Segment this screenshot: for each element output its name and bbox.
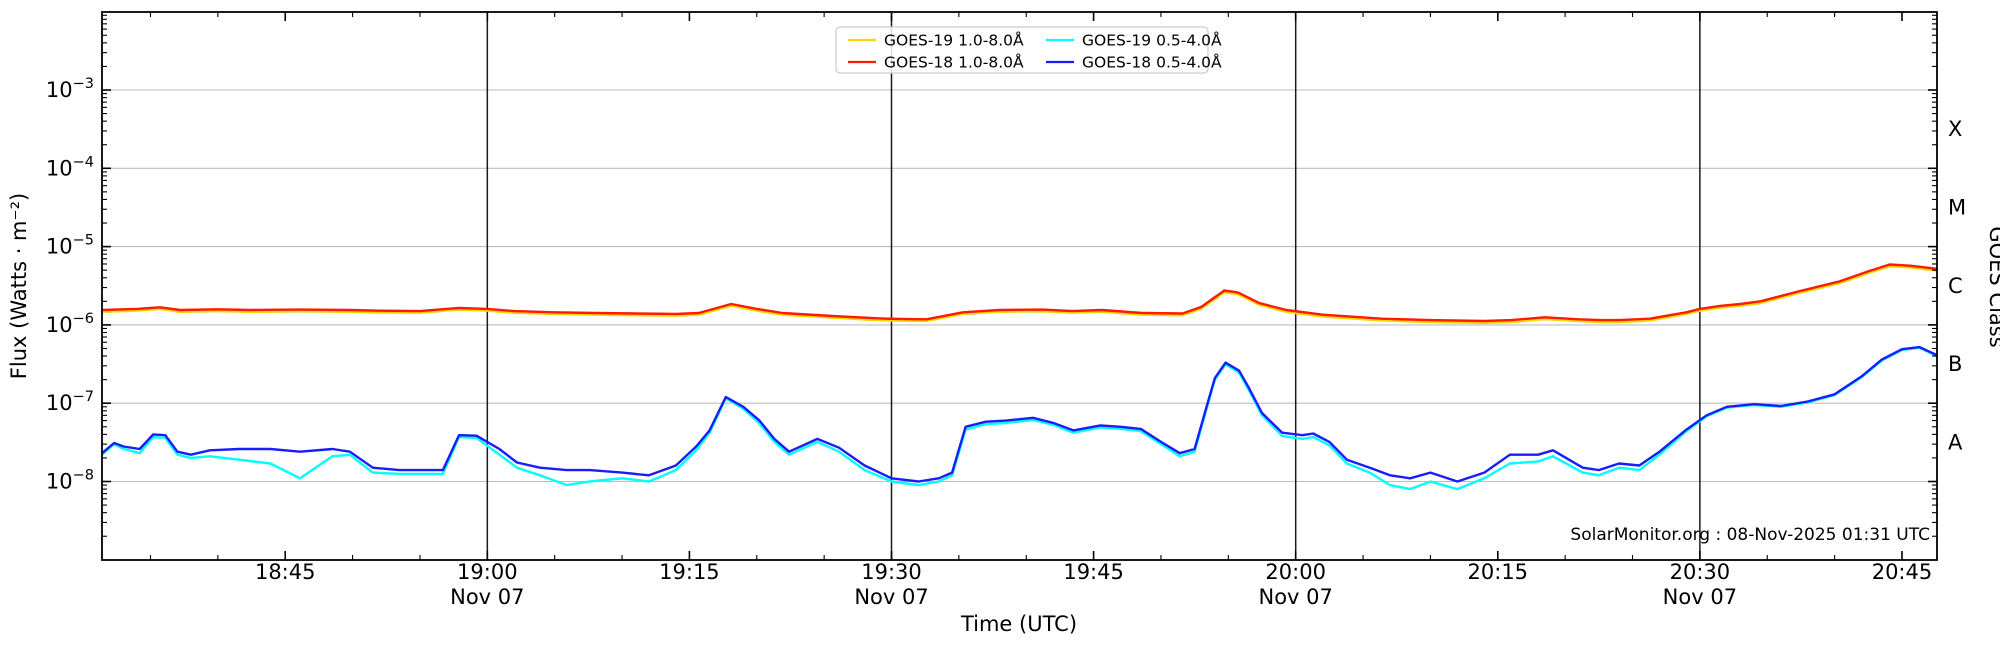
x-tick-date-label: Nov 07 [1258, 585, 1332, 609]
x-tick-label: 20:00 [1265, 560, 1326, 584]
legend-label: GOES-19 0.5-4.0Å [1082, 31, 1222, 50]
x-tick-date-label: Nov 07 [450, 585, 524, 609]
x-tick-label: 19:45 [1063, 560, 1124, 584]
x-tick-date-label: Nov 07 [854, 585, 928, 609]
y-tick-label: 10−4 [46, 154, 94, 180]
time-marker-lines [486, 12, 1701, 560]
x-tick-label: 20:15 [1468, 560, 1529, 584]
x-tick-label: 20:45 [1872, 560, 1933, 584]
y-axis-title: Flux (Watts · m⁻²) [7, 193, 31, 379]
series-curve-goes-18-0-5-4-0- [102, 345, 1937, 483]
series-curve-goes-18-1-0-8-0- [102, 263, 1937, 323]
x-tick-label: 18:45 [255, 560, 316, 584]
x-axis-title: Time (UTC) [960, 612, 1077, 636]
gridlines [102, 89, 1937, 483]
axis-ticks [102, 12, 1937, 560]
source-timestamp-annotation: SolarMonitor.org : 08-Nov-2025 01:31 UTC [1570, 525, 1930, 545]
legend-label: GOES-18 1.0-8.0Å [884, 53, 1024, 72]
goes-class-letter: A [1948, 430, 1963, 454]
y-tick-label: 10−6 [46, 311, 94, 337]
legend-label: GOES-19 1.0-8.0Å [884, 31, 1024, 50]
goes-class-letter: X [1948, 117, 1962, 141]
flux-curves [102, 263, 1937, 491]
series-curve-goes-19-1-0-8-0- [102, 265, 1937, 325]
legend-label: GOES-18 0.5-4.0Å [1082, 53, 1222, 72]
y-tick-label: 10−8 [46, 468, 94, 494]
x-tick-label: 20:30 [1670, 560, 1731, 584]
goes-class-letter: M [1948, 195, 1966, 219]
y-tick-label: 10−7 [46, 389, 94, 415]
x-tick-label: 19:15 [659, 560, 720, 584]
x-tick-label: 19:00 [457, 560, 518, 584]
y-tick-label: 10−3 [46, 76, 94, 102]
x-tick-label: 19:30 [861, 560, 922, 584]
goes-class-letter: B [1948, 352, 1962, 376]
x-tick-date-label: Nov 07 [1663, 585, 1737, 609]
legend-box [835, 26, 1209, 74]
series-curve-goes-19-0-5-4-0- [102, 346, 1937, 491]
goes-class-letters: X M C B A [1948, 117, 1966, 454]
right-axis-title: GOES Class [1985, 226, 2000, 347]
legend: GOES-19 1.0-8.0Å GOES-18 1.0-8.0Å GOES-19 … [835, 26, 1222, 74]
goes-class-letter: C [1948, 274, 1963, 298]
y-tick-labels: 10−3 10−4 10−5 10−6 10−7 10−8 [46, 76, 94, 494]
y-tick-label: 10−5 [46, 233, 94, 259]
plot-border [101, 11, 1938, 561]
